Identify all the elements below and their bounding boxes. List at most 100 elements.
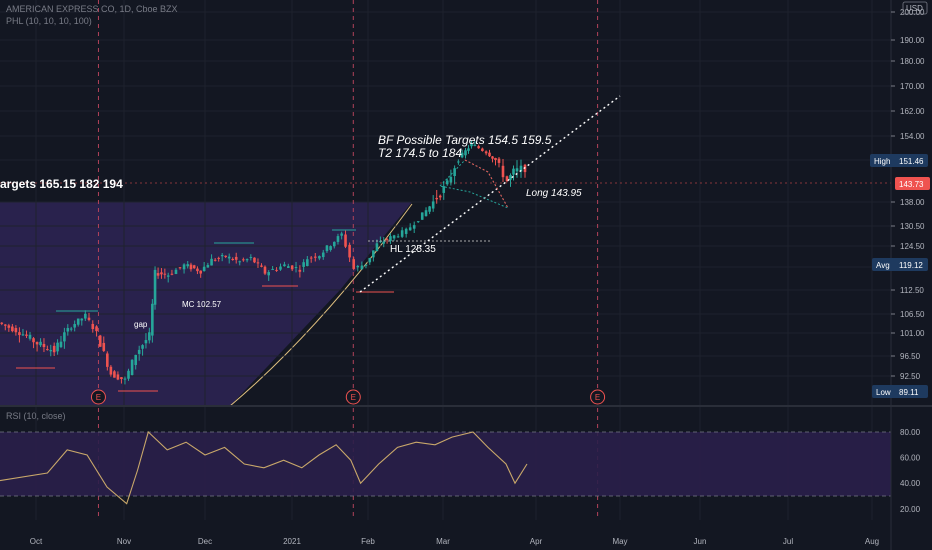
rsi-line — [0, 430, 528, 505]
candle-body — [28, 334, 32, 339]
candle-body — [428, 206, 431, 212]
candle-body — [7, 325, 11, 328]
price-tick-label: 154.00 — [900, 132, 925, 141]
candle-body — [130, 359, 134, 376]
candle-body — [505, 176, 509, 182]
candle-body — [364, 264, 368, 266]
gap-label: gap — [134, 320, 148, 329]
candle-body — [217, 257, 220, 259]
candle-body — [102, 342, 106, 351]
badge-current: 143.73 — [895, 177, 930, 190]
candle-body — [348, 244, 351, 258]
candle-body — [49, 350, 53, 352]
rsi-axis[interactable]: 80.00 60.00 40.00 20.00 — [900, 428, 921, 514]
candle-body — [87, 317, 91, 320]
earnings-marker-circle[interactable] — [345, 389, 361, 405]
time-tick-label: Oct — [30, 537, 43, 546]
candle-body — [153, 269, 157, 305]
earnings-marker-circle[interactable] — [90, 389, 106, 405]
candle-body — [306, 259, 309, 267]
candle-body — [249, 256, 253, 258]
candle-body — [509, 175, 512, 180]
grid — [0, 0, 891, 520]
candle-body — [127, 370, 130, 379]
candle-body — [245, 259, 249, 261]
candle-body — [202, 266, 206, 272]
time-tick-label: Apr — [530, 537, 543, 546]
candle-body — [279, 266, 282, 270]
candle-body — [424, 210, 428, 217]
candle-body — [189, 264, 193, 270]
candle-body — [11, 326, 14, 332]
candle-body — [120, 377, 123, 380]
candle-body — [69, 328, 73, 330]
candle-body — [231, 258, 235, 260]
candle-body — [166, 275, 170, 277]
candle-body — [253, 257, 256, 263]
candle-body — [329, 246, 332, 250]
rsi-tick-label: 60.00 — [900, 454, 921, 463]
candle-body — [210, 258, 213, 266]
candle-body — [420, 212, 424, 220]
candle-body — [178, 267, 182, 269]
curve-line — [229, 203, 413, 407]
badge-avg: Avg 119.12 — [872, 258, 928, 271]
badge-low-label: Low — [876, 388, 891, 397]
candle-body — [515, 168, 519, 172]
price-tick-label: 200.00 — [900, 8, 925, 17]
candle-body — [318, 256, 321, 259]
currency-label: USD — [906, 4, 923, 13]
candle-body — [352, 259, 355, 269]
price-axis[interactable]: 200.00190.00180.00170.00162.00154.00145.… — [891, 8, 925, 381]
candle-body — [494, 158, 497, 160]
candle-body — [256, 262, 260, 264]
candle-body — [501, 165, 505, 178]
candle-body — [512, 168, 515, 175]
time-tick-label: Jul — [783, 537, 793, 546]
candle-body — [32, 338, 35, 343]
price-tick-label: 138.00 — [900, 198, 925, 207]
time-axis[interactable]: Oct Nov Dec 2021 Feb Mar Apr May Jun Jul Aug — [30, 537, 879, 546]
candle-body — [435, 197, 439, 200]
candle-body — [0, 322, 4, 324]
candle-body — [137, 349, 141, 354]
candle-body — [151, 303, 154, 336]
candle-body — [313, 256, 317, 258]
time-tick-label: Nov — [117, 537, 131, 546]
candle-body — [392, 235, 396, 239]
candle-body — [356, 265, 360, 268]
candle-body — [497, 158, 501, 163]
candle-body — [95, 326, 98, 332]
earnings-marker-circle[interactable] — [590, 389, 606, 405]
candle-body — [336, 236, 340, 242]
badge-low-value: 89.11 — [899, 388, 919, 397]
badge-high: High 151.46 — [870, 154, 928, 167]
time-tick-label: Mar — [436, 537, 450, 546]
candle-body — [148, 332, 151, 341]
candle-body — [290, 265, 294, 270]
candle-body — [453, 168, 456, 177]
badge-avg-label: Avg — [876, 261, 890, 270]
time-tick-label: Dec — [198, 537, 212, 546]
candle-body — [372, 250, 375, 258]
candle-body — [220, 255, 224, 257]
candle-body — [52, 345, 56, 353]
candle-body — [76, 318, 80, 325]
candle-body — [379, 241, 382, 243]
price-tick-label: 124.50 — [900, 242, 925, 251]
symbol-legend[interactable]: AMERICAN EXPRESS CO, 1D, Cboe BZX — [6, 4, 178, 14]
candle-body — [302, 262, 305, 267]
rsi-tick-label: 20.00 — [900, 505, 921, 514]
price-tick-label: 190.00 — [900, 36, 925, 45]
candle-body — [206, 264, 210, 268]
targets-left-label: argets 165.15 182 194 — [0, 177, 123, 191]
price-tick-label: 170.00 — [900, 82, 925, 91]
candle-body — [134, 354, 137, 366]
candle-body — [267, 272, 271, 276]
candle-body — [109, 366, 113, 375]
candle-body — [294, 266, 298, 268]
candle-body — [260, 265, 263, 267]
indicator-legend[interactable]: PHL (10, 10, 10, 100) — [6, 16, 92, 26]
